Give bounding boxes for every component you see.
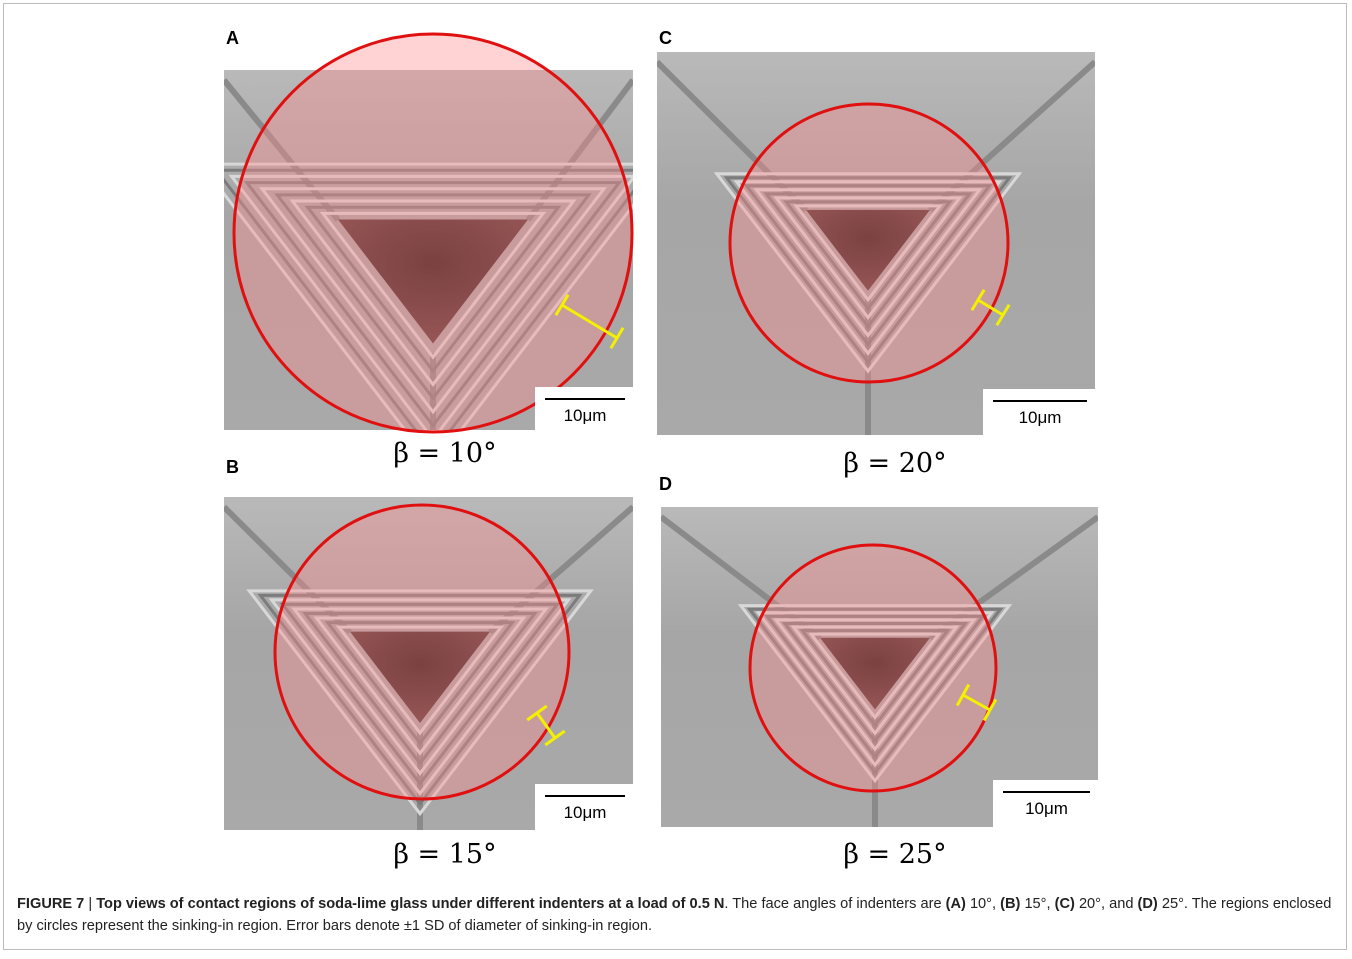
sinking-in-region	[275, 505, 569, 799]
caption-text: . The face angles of indenters are	[724, 896, 945, 912]
caption-text: 20°, and	[1075, 896, 1138, 912]
caption-bold: (B)	[1000, 896, 1020, 912]
scale-label: 10μm	[564, 406, 607, 425]
caption-bold: FIGURE 7	[17, 896, 84, 912]
caption-text: 10°,	[966, 896, 1000, 912]
caption-bold: (C)	[1055, 896, 1075, 912]
scale-label: 10μm	[564, 803, 607, 822]
panel-label: B	[226, 457, 239, 477]
panel-label: D	[659, 474, 672, 494]
angle-label: β = 15°	[393, 839, 496, 870]
figure: 10μm Aβ = 10° 10μm Bβ = 15° 10μm Cβ = 20° 10μm…	[0, 0, 1352, 959]
sinking-in-region	[750, 545, 996, 791]
caption: FIGURE 7 | Top views of contact regions …	[17, 893, 1335, 937]
caption-text: 15°,	[1020, 896, 1054, 912]
scale-label: 10μm	[1019, 408, 1062, 427]
sinking-in-region	[234, 34, 632, 432]
scale-label: 10μm	[1025, 799, 1068, 818]
panel-label: C	[659, 28, 672, 48]
angle-label: β = 25°	[843, 839, 946, 870]
angle-label: β = 10°	[393, 438, 496, 469]
page: 10μm Aβ = 10° 10μm Bβ = 15° 10μm Cβ = 20° 10μm…	[0, 0, 1352, 959]
caption-bold: (A)	[946, 896, 966, 912]
sinking-in-region	[730, 104, 1008, 382]
caption-bold: Top views of contact regions of soda-lim…	[96, 896, 724, 912]
caption-bold: (D)	[1138, 896, 1158, 912]
caption-text: |	[84, 896, 96, 912]
angle-label: β = 20°	[843, 448, 946, 479]
panel-label: A	[226, 28, 239, 48]
